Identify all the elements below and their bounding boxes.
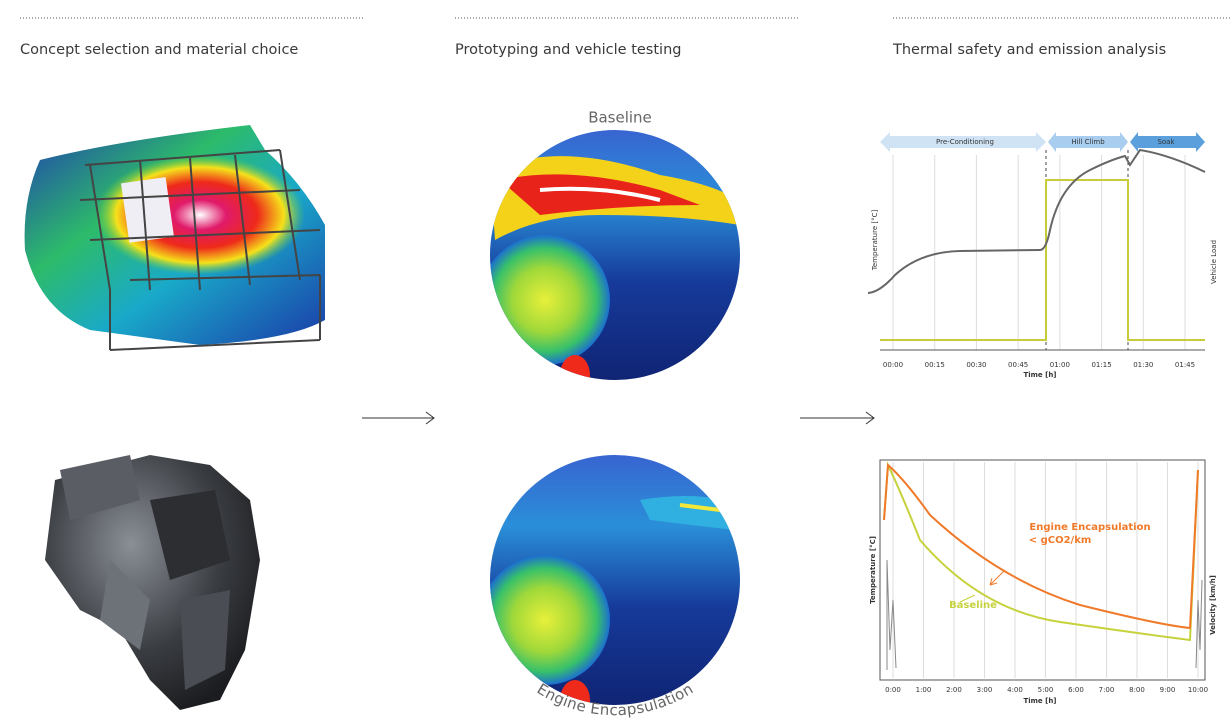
x-tick-label: 10:00 [1188,686,1208,694]
x-tick-label: 9:00 [1160,686,1176,694]
annotation: < gCO2/km [1029,535,1092,546]
x-tick-label: 2:00 [946,686,962,694]
thermal-chart [868,130,1205,350]
x-tick-label: 00:00 [883,361,903,369]
thermal-image [480,445,750,720]
axis-label: Velocity [km/h] [1209,575,1217,635]
column-heading: Concept selection and material choice [20,42,298,58]
axis-label: Vehicle Load [1210,240,1218,284]
image-label: Baseline [588,109,652,127]
column-heading: Thermal safety and emission analysis [892,42,1166,58]
engine-image [45,455,260,710]
x-tick-label: 7:00 [1099,686,1115,694]
x-tick-label: 5:00 [1038,686,1054,694]
page: Concept selection and material choice Pr… [0,0,1231,728]
axis-label: Temperature [°C] [871,210,879,272]
column-heading: Prototyping and vehicle testing [455,42,681,58]
x-tick-label: 00:45 [1008,361,1028,369]
shell-simulation [25,125,325,350]
annotation: Engine Encapsulation [1029,522,1150,533]
emission-chart [880,460,1205,680]
thermal-image [480,120,750,395]
x-tick-label: 6:00 [1068,686,1084,694]
annotation: Baseline [949,600,997,611]
axis-label: Temperature [°C] [869,536,877,604]
x-tick-label: 00:15 [925,361,945,369]
x-tick-label: 3:00 [977,686,993,694]
phase-label: Hill Climb [1071,138,1105,146]
x-tick-label: 1:00 [916,686,932,694]
x-tick-label: 8:00 [1129,686,1145,694]
phase-label: Soak [1157,138,1175,146]
x-tick-label: 01:00 [1050,361,1070,369]
x-tick-label: 01:15 [1091,361,1111,369]
phase-label: Pre-Conditioning [936,138,994,146]
axis-label: Time [h] [1023,697,1056,705]
x-tick-label: 01:30 [1133,361,1153,369]
axis-label: Time [h] [1023,371,1056,379]
x-tick-label: 00:30 [966,361,986,369]
x-tick-label: 0:00 [885,686,901,694]
x-tick-label: 4:00 [1007,686,1023,694]
x-tick-label: 01:45 [1175,361,1195,369]
flow-arrow [362,412,874,424]
